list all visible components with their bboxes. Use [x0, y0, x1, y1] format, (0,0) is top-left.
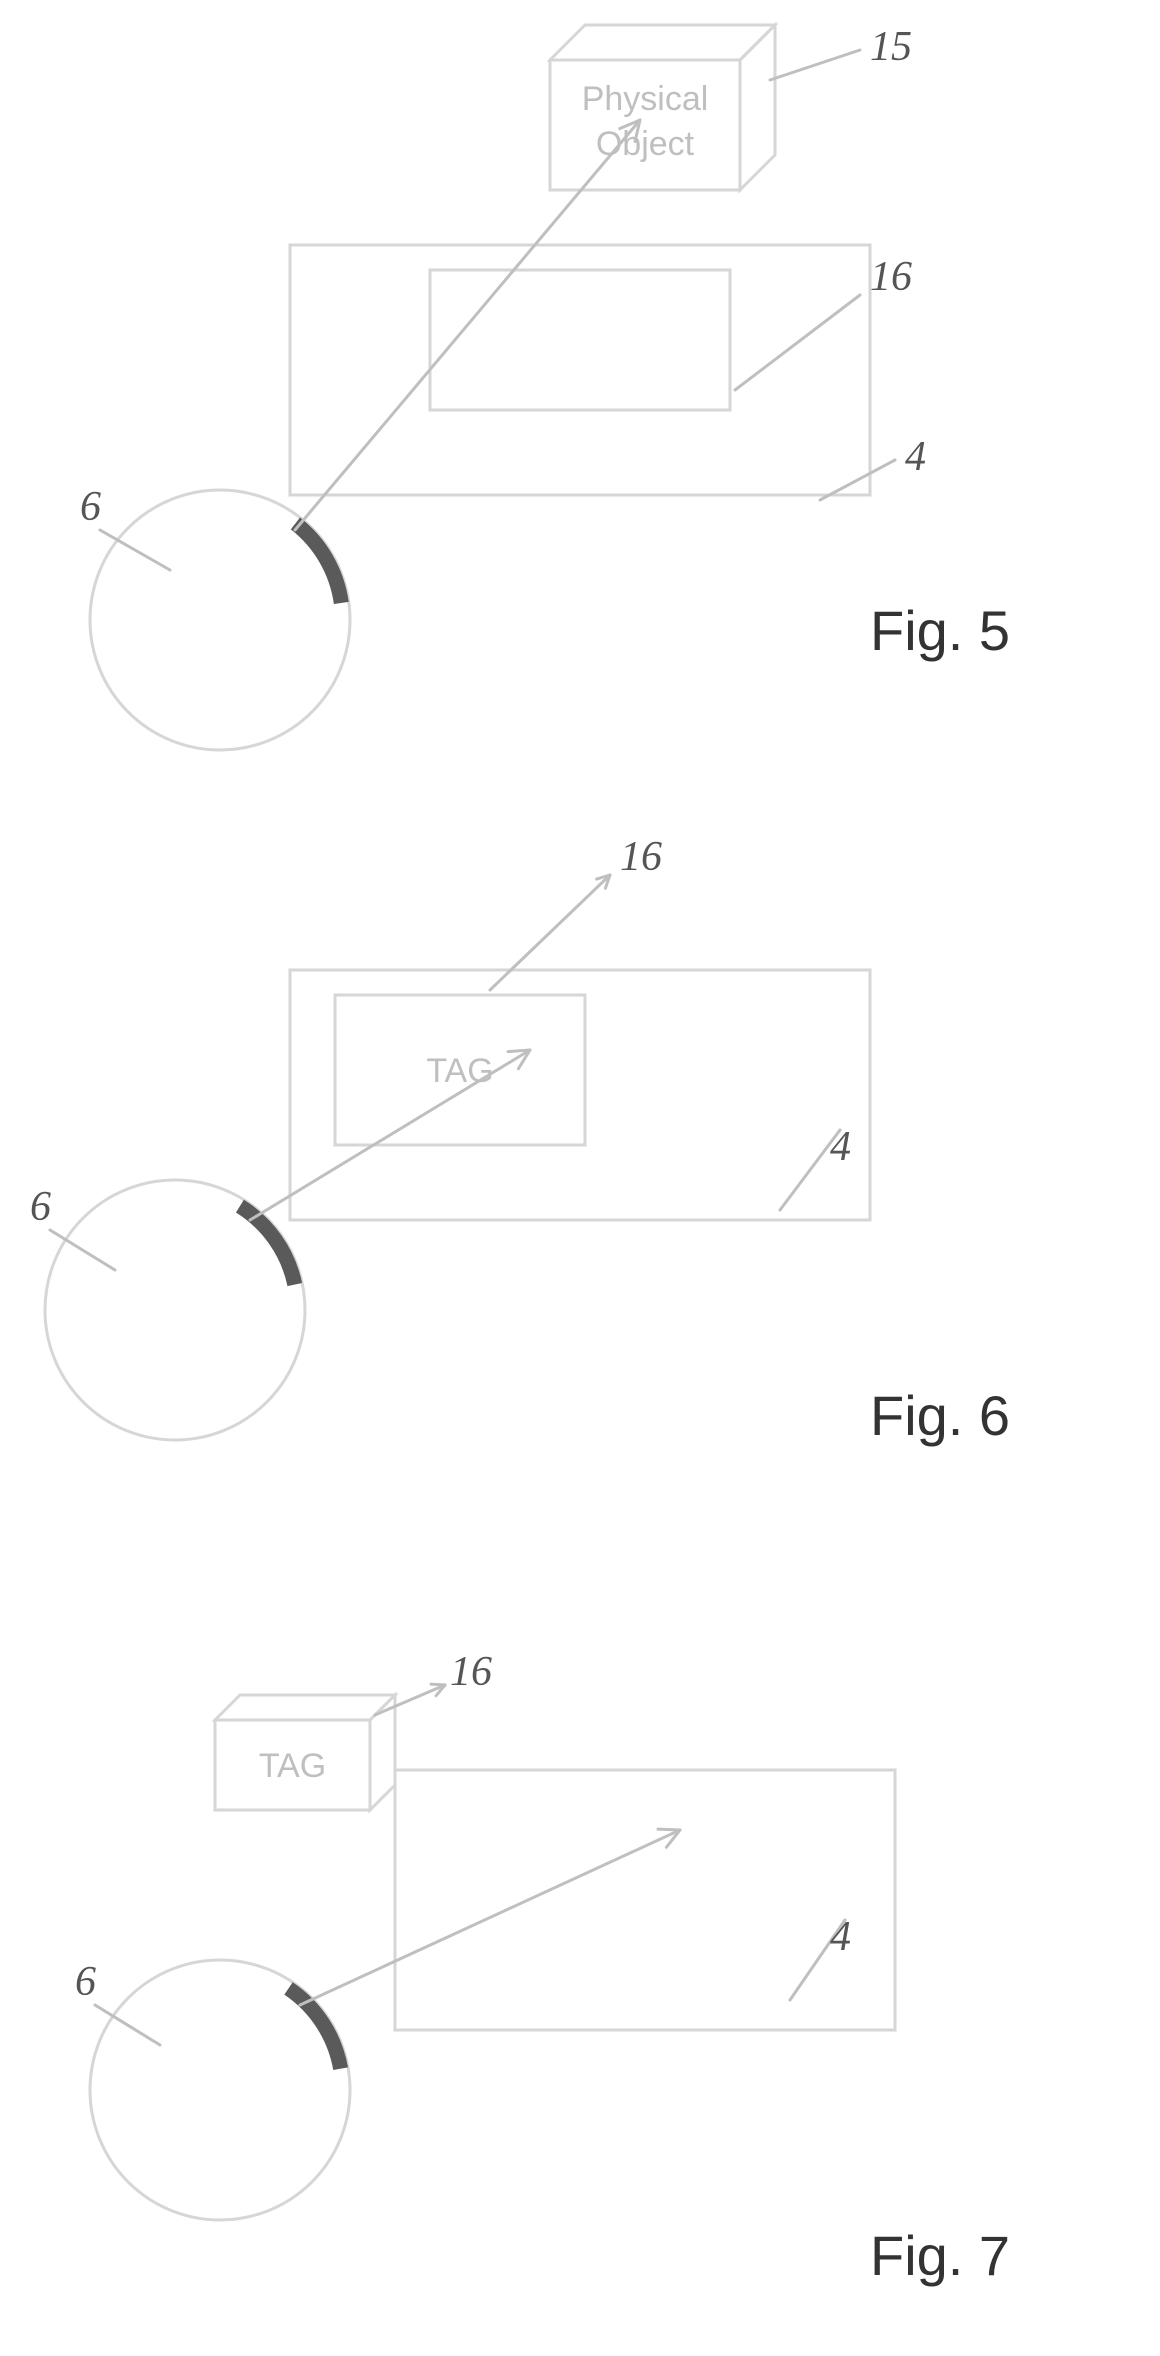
label-16: 16 [620, 834, 662, 880]
figure-6-caption: Fig. 6 [870, 1384, 1010, 1447]
screen-outer [290, 245, 870, 495]
svg-text:Physical: Physical [582, 80, 709, 118]
label-6: 6 [80, 484, 101, 530]
figure-5-caption: Fig. 5 [870, 599, 1010, 662]
tag-text: TAG [259, 1747, 326, 1785]
figure-7-caption: Fig. 7 [870, 2224, 1010, 2287]
label-16: 16 [870, 254, 912, 300]
figure-6: TAG 16 4 6 [30, 834, 870, 1440]
label-6: 6 [75, 1959, 96, 2005]
svg-text:Object: Object [596, 125, 695, 163]
figure-7: TAG 16 4 6 [75, 1649, 895, 2220]
tag-text: TAG [426, 1052, 493, 1090]
physical-object-cuboid: Physical Object [550, 25, 775, 190]
label-4: 4 [830, 1914, 851, 1960]
screen-inner [430, 270, 730, 410]
gaze-arrow [300, 1829, 680, 2005]
label-4: 4 [905, 434, 926, 480]
gaze-arrow [250, 1050, 530, 1220]
eye [90, 490, 350, 750]
label-16: 16 [450, 1649, 492, 1695]
label-15: 15 [870, 24, 912, 70]
screen-outer [395, 1770, 895, 2030]
gaze-arrow [295, 120, 640, 530]
eye [45, 1180, 305, 1440]
tag-cuboid: TAG [215, 1695, 395, 1810]
screen-outer [290, 970, 870, 1220]
label-4: 4 [830, 1124, 851, 1170]
figure-5: Physical Object 15 16 4 6 Fig. 5 [80, 24, 1010, 750]
label-6: 6 [30, 1184, 51, 1230]
